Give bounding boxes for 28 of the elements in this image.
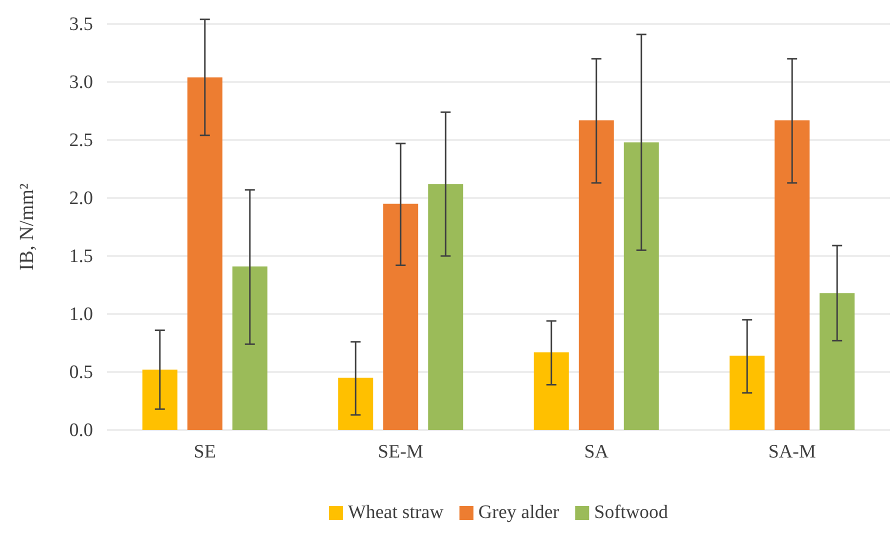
bar <box>730 356 765 430</box>
bar <box>428 184 464 430</box>
x-tick-label: SA <box>584 441 609 462</box>
x-tick-label: SA-M <box>768 441 816 462</box>
bar <box>232 266 268 430</box>
x-tick-label: SE-M <box>378 441 424 462</box>
bar <box>624 142 659 430</box>
y-tick-label: 0.5 <box>69 362 93 384</box>
legend-label: Grey alder <box>478 502 560 523</box>
bar <box>820 293 855 430</box>
bar <box>578 120 614 430</box>
y-tick-label: 2.0 <box>69 188 93 210</box>
y-tick-label: 1.0 <box>69 304 93 326</box>
bar <box>187 77 222 430</box>
legend-label: Wheat straw <box>348 502 444 523</box>
bar <box>142 370 178 430</box>
y-tick-label: 1.5 <box>69 246 93 268</box>
y-axis-title: IB, N/mm² <box>16 183 38 271</box>
bar <box>774 120 810 430</box>
bar <box>383 204 418 430</box>
bar <box>534 352 569 430</box>
x-tick-label: SE <box>194 441 216 462</box>
y-tick-label: 3.0 <box>69 72 93 94</box>
bar <box>338 378 374 430</box>
y-tick-label: 3.5 <box>69 14 93 36</box>
y-tick-label: 2.5 <box>69 130 93 152</box>
y-tick-label: 0.0 <box>69 420 93 442</box>
legend-label: Softwood <box>594 502 669 523</box>
